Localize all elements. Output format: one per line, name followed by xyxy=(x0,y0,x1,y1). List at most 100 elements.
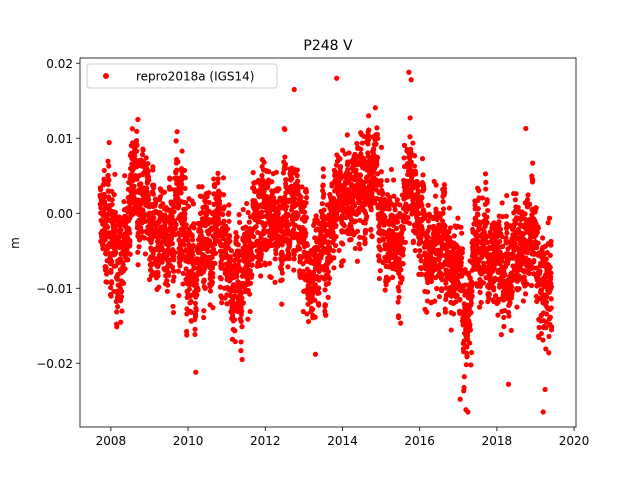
data-point xyxy=(425,218,432,224)
data-point xyxy=(153,208,159,214)
data-point xyxy=(182,211,188,217)
data-point xyxy=(225,226,231,232)
data-point xyxy=(487,229,493,235)
data-point xyxy=(361,133,367,140)
data-point xyxy=(334,75,340,81)
data-point xyxy=(325,294,331,300)
data-point xyxy=(168,236,175,242)
data-point xyxy=(123,214,129,220)
data-point xyxy=(109,197,115,203)
data-point xyxy=(547,314,553,320)
data-point xyxy=(397,210,403,217)
data-point xyxy=(424,289,431,295)
data-point xyxy=(399,275,405,281)
data-point xyxy=(504,193,510,199)
data-point xyxy=(207,238,213,244)
data-point xyxy=(396,294,402,301)
data-point xyxy=(371,146,377,152)
data-point xyxy=(294,167,300,173)
data-point xyxy=(251,234,257,240)
data-point xyxy=(380,259,386,266)
data-point xyxy=(121,198,127,205)
data-point xyxy=(139,151,146,158)
data-point xyxy=(207,288,214,294)
data-point xyxy=(192,331,198,338)
data-point xyxy=(522,211,528,217)
data-point xyxy=(469,349,475,356)
data-point xyxy=(450,311,457,317)
data-point xyxy=(275,209,281,216)
data-point xyxy=(145,193,151,199)
data-point xyxy=(538,330,544,337)
data-point xyxy=(182,175,188,181)
data-point xyxy=(520,298,527,304)
data-point xyxy=(127,243,133,249)
data-point xyxy=(180,270,186,276)
data-point xyxy=(388,166,395,173)
data-point xyxy=(337,164,344,170)
data-point xyxy=(358,146,364,152)
data-point xyxy=(415,188,421,194)
data-point xyxy=(112,223,119,229)
data-point xyxy=(106,177,112,183)
data-point xyxy=(499,200,505,206)
data-point xyxy=(133,137,140,144)
data-point xyxy=(295,178,301,184)
data-point xyxy=(243,224,249,230)
data-point xyxy=(116,214,122,220)
data-point xyxy=(548,238,554,245)
data-point xyxy=(548,296,554,302)
data-point xyxy=(227,258,233,264)
data-point xyxy=(366,113,372,119)
data-point xyxy=(239,295,245,301)
legend: repro2018a (IGS14) xyxy=(86,63,278,89)
data-point xyxy=(299,184,305,190)
data-point xyxy=(236,258,242,264)
data-point xyxy=(408,159,414,165)
data-point xyxy=(337,156,343,162)
data-point xyxy=(458,259,464,266)
data-point xyxy=(378,178,384,184)
data-point xyxy=(455,280,462,286)
data-point xyxy=(143,155,149,161)
data-point xyxy=(102,194,108,200)
data-point xyxy=(167,176,173,182)
data-point xyxy=(272,279,278,285)
data-point xyxy=(239,324,245,330)
data-point xyxy=(236,219,243,226)
legend-label: repro2018a (IGS14) xyxy=(136,70,254,84)
data-point xyxy=(236,248,242,254)
data-point xyxy=(227,238,233,244)
data-point xyxy=(155,262,161,269)
y-tick-label: −0.01 xyxy=(36,282,73,296)
data-point xyxy=(491,287,497,293)
data-point xyxy=(150,251,156,257)
data-point xyxy=(195,287,201,293)
data-point xyxy=(226,218,232,224)
data-point xyxy=(302,209,308,215)
data-point xyxy=(365,137,372,143)
data-point xyxy=(125,257,131,263)
data-point xyxy=(193,369,199,375)
data-point xyxy=(193,313,199,320)
data-point xyxy=(333,233,339,240)
data-point xyxy=(198,232,205,239)
data-point xyxy=(150,164,156,170)
data-point xyxy=(240,300,246,306)
data-point xyxy=(305,318,312,325)
data-point xyxy=(332,242,339,249)
data-point xyxy=(356,241,362,247)
data-point xyxy=(320,166,326,172)
data-point xyxy=(189,237,196,243)
data-point xyxy=(455,215,461,221)
data-point xyxy=(283,203,290,210)
data-point xyxy=(446,205,453,211)
data-point xyxy=(300,308,306,315)
data-point xyxy=(168,186,174,192)
data-point xyxy=(326,253,332,259)
data-point xyxy=(157,194,163,200)
data-point xyxy=(258,273,264,279)
data-point xyxy=(223,252,229,258)
data-point xyxy=(188,292,194,298)
data-point xyxy=(409,173,415,179)
